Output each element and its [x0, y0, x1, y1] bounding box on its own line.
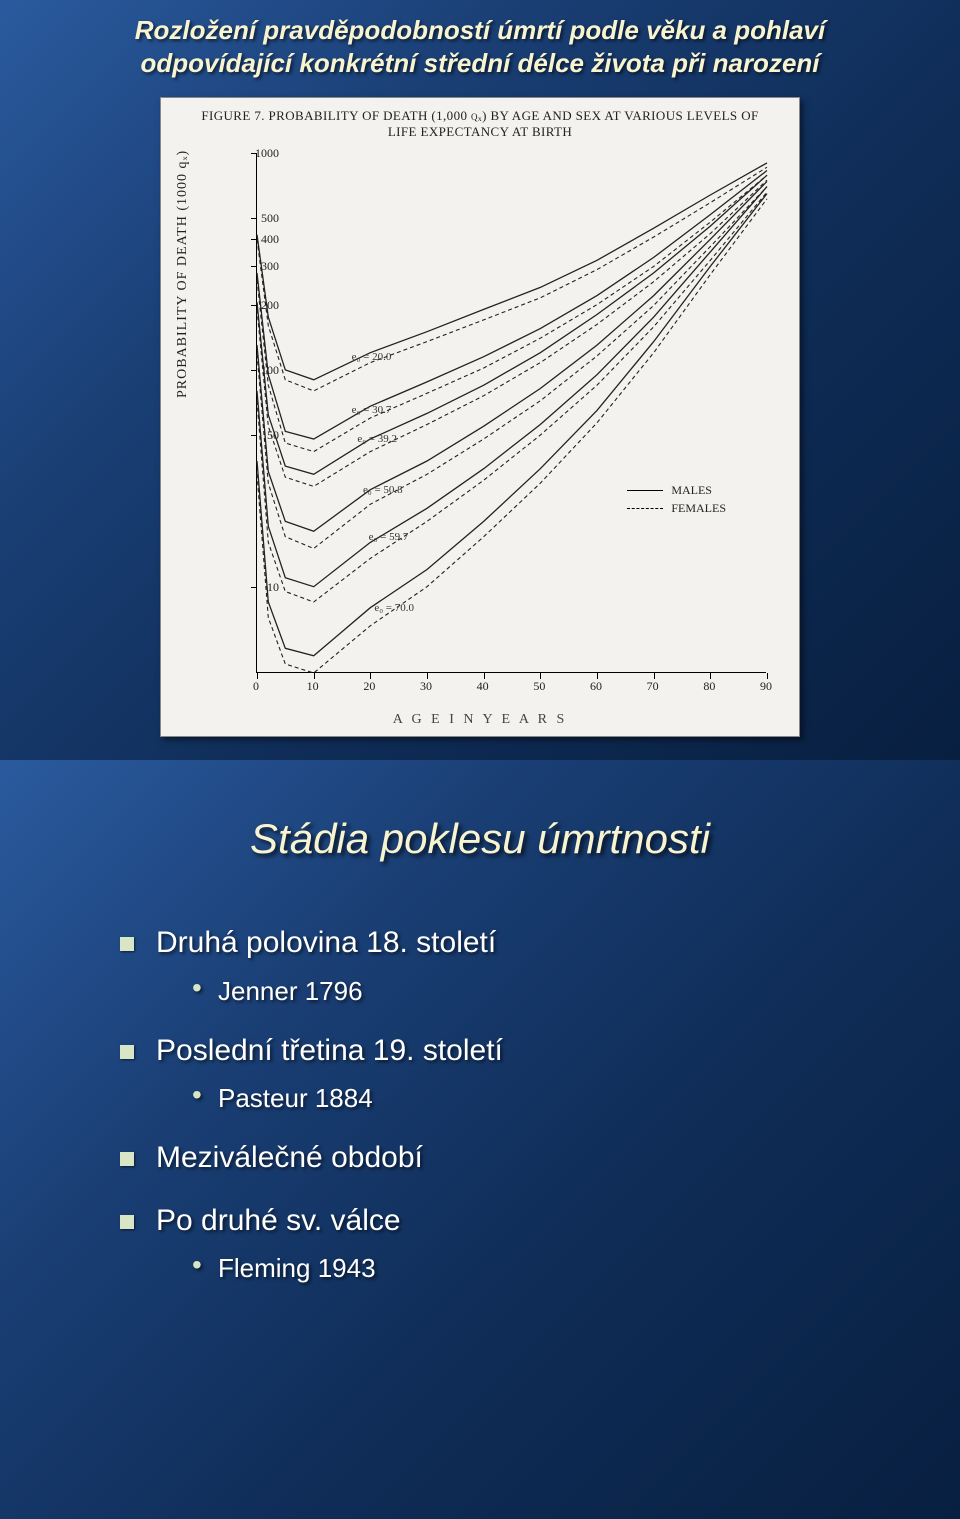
x-axis-label: A G E I N Y E A R S	[161, 712, 799, 728]
slide-1: Rozložení pravděpodobností úmrtí podle v…	[0, 0, 960, 760]
ytick-label: 1000	[239, 146, 279, 161]
legend-row: FEMALES	[627, 501, 726, 516]
slide2-title: Stádia poklesu úmrtnosti	[0, 760, 960, 863]
plot-area: MALES FEMALES e₀ = 20.0 e₀ = 30.7 e₀ = 39.2…	[256, 153, 766, 673]
legend-label: MALES	[671, 483, 712, 498]
figure-7: FIGURE 7. PROBABILITY OF DEATH (1,000 qₓ…	[160, 97, 800, 737]
curve-label: e₀ = 70.0	[374, 602, 414, 614]
series-line	[257, 171, 767, 440]
xtick-label: 70	[638, 679, 668, 694]
bullet-item: Po druhé sv. válce Fleming 1943	[120, 1201, 960, 1287]
curve-label: e₀ = 39.2	[357, 433, 397, 445]
xtick-label: 40	[468, 679, 498, 694]
series-line	[257, 187, 767, 587]
sub-list: Fleming 1943	[192, 1251, 960, 1286]
bullet-text: Meziválečné období	[156, 1141, 423, 1174]
series-line	[257, 181, 767, 531]
bullet-item: Poslední třetina 19. století Pasteur 1884	[120, 1031, 960, 1117]
curve-label: e₀ = 30.7	[352, 404, 392, 416]
series-line	[257, 167, 767, 391]
sub-list: Pasteur 1884	[192, 1081, 960, 1116]
series-line	[257, 175, 767, 474]
xtick-label: 60	[581, 679, 611, 694]
ytick-label: 100	[239, 363, 279, 378]
xtick-label: 30	[411, 679, 441, 694]
xtick-label: 80	[694, 679, 724, 694]
bullet-item: Druhá polovina 18. století Jenner 1796	[120, 923, 960, 1009]
series-line	[257, 163, 767, 380]
xtick-label: 0	[241, 679, 271, 694]
bullet-text: Druhá polovina 18. století	[156, 926, 496, 959]
title-line2: odpovídající konkrétní střední délce živ…	[140, 48, 819, 78]
xtick-label: 50	[524, 679, 554, 694]
bullet-item: Meziválečné období	[120, 1138, 960, 1179]
bullet-text: Po druhé sv. válce	[156, 1204, 401, 1237]
ytick-label: 10	[239, 580, 279, 595]
curve-label: e₀ = 20.0	[352, 351, 392, 363]
legend-line-icon	[627, 490, 663, 491]
sub-list: Jenner 1796	[192, 974, 960, 1009]
sub-bullet-item: Pasteur 1884	[192, 1081, 960, 1116]
sub-bullet-item: Fleming 1943	[192, 1251, 960, 1286]
xtick-label: 90	[751, 679, 781, 694]
xtick-label: 10	[298, 679, 328, 694]
slide1-title: Rozložení pravděpodobností úmrtí podle v…	[0, 0, 960, 89]
legend-row: MALES	[627, 483, 726, 498]
title-line1: Rozložení pravděpodobností úmrtí podle v…	[135, 15, 826, 45]
figure-caption: FIGURE 7. PROBABILITY OF DEATH (1,000 qₓ…	[191, 108, 769, 141]
series-line	[257, 194, 767, 656]
legend-label: FEMALES	[671, 501, 726, 516]
curve-label: e₀ = 50.8	[363, 484, 403, 496]
bullet-list: Druhá polovina 18. století Jenner 1796 Pos…	[120, 923, 960, 1286]
ytick-label: 400	[239, 232, 279, 247]
bullet-text: Poslední třetina 19. století	[156, 1034, 503, 1067]
series-line	[257, 199, 767, 673]
series-line	[257, 192, 767, 602]
ytick-label: 200	[239, 298, 279, 313]
ytick-label: 50	[239, 428, 279, 443]
legend: MALES FEMALES	[627, 483, 726, 519]
xtick-label: 20	[354, 679, 384, 694]
slide-2: Stádia poklesu úmrtnosti Druhá polovina …	[0, 760, 960, 1519]
series-line	[257, 175, 767, 451]
chart-svg	[257, 153, 767, 673]
ytick-label: 500	[239, 211, 279, 226]
legend-line-icon	[627, 508, 663, 509]
ytick-label: 300	[239, 259, 279, 274]
curve-label: e₀ = 59.7	[369, 531, 409, 543]
sub-bullet-item: Jenner 1796	[192, 974, 960, 1009]
y-axis-label: PROBABILITY OF DEATH (1000 qₓ)	[175, 150, 191, 398]
